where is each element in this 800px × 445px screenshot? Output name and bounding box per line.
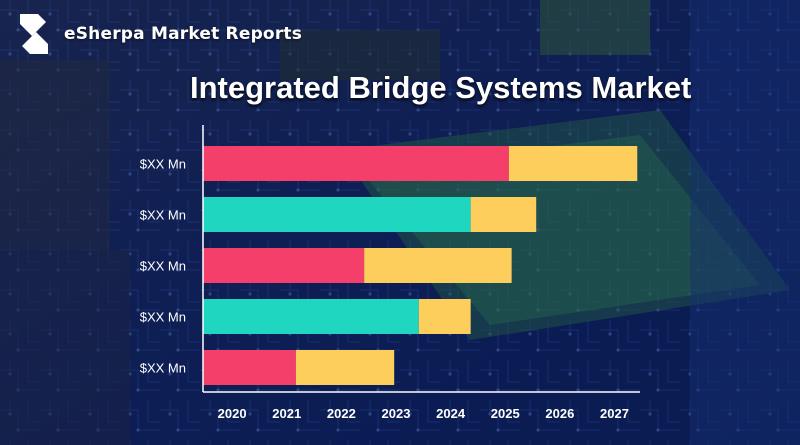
x-tick-label: 2020 [218,406,247,421]
bar-segment-base [203,299,419,334]
x-tick-label: 2025 [491,406,520,421]
y-tick-label: $XX Mn [140,208,186,223]
bar-segment-growth [295,350,395,385]
x-tick-label: 2026 [545,406,574,421]
y-tick-label: $XX Mn [140,157,186,172]
bar-segment-base [203,350,296,385]
x-tick-label: 2024 [436,406,466,421]
bar-segment-growth [470,197,537,232]
x-tick-label: 2023 [382,406,411,421]
bar-segment-growth [364,248,512,283]
bar-segment-growth [418,299,471,334]
brand: eSherpa Market Reports [12,10,302,58]
bar-segment-base [203,146,509,181]
brand-name: eSherpa Market Reports [64,24,303,44]
x-tick-label: 2021 [272,406,301,421]
y-tick-label: $XX Mn [140,259,186,274]
bar-segment-growth [508,146,638,181]
bar-segment-base [203,197,471,232]
y-tick-label: $XX Mn [140,361,186,376]
esherpa-logo-icon [20,14,48,54]
x-tick-label: 2022 [327,406,356,421]
y-tick-label: $XX Mn [140,310,186,325]
chart-title: Integrated Bridge Systems Market [190,70,692,105]
bar-segment-base [203,248,365,283]
x-tick-label: 2027 [600,406,629,421]
